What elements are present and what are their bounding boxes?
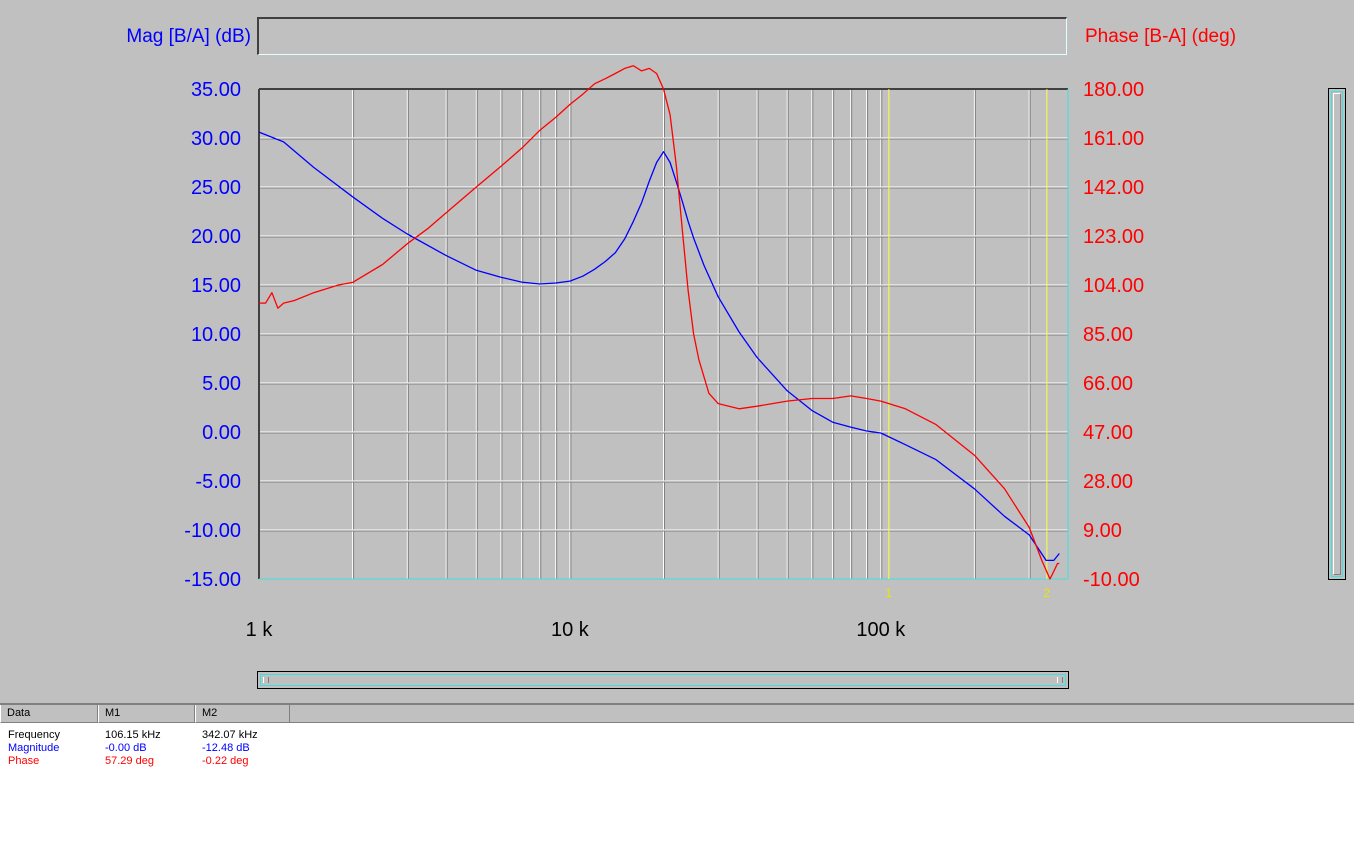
magnitude-m2: -12.48 dB xyxy=(202,742,250,754)
right-tick-label: 142.00 xyxy=(1083,177,1144,199)
left-tick-label: 0.00 xyxy=(202,422,241,444)
phase-m1: 57.29 deg xyxy=(105,755,154,767)
chart-title-box xyxy=(257,17,1067,55)
right-tick-label: 9.00 xyxy=(1083,520,1122,542)
right-tick-label: 161.00 xyxy=(1083,128,1144,150)
left-tick-label: -5.00 xyxy=(195,471,241,493)
left-tick-label: 10.00 xyxy=(191,324,241,346)
x-tick-label: 10 k xyxy=(551,619,590,641)
right-axis-title: Phase [B-A] (deg) xyxy=(1085,26,1236,47)
left-tick-label: -15.00 xyxy=(184,569,241,591)
frequency-m1: 106.15 kHz xyxy=(105,729,161,741)
bode-plot: Mag [B/A] (dB) Phase [B-A] (deg) 35.00 30.0… xyxy=(126,26,1236,641)
vertical-scrollbar[interactable] xyxy=(1328,88,1346,580)
right-tick-label: 47.00 xyxy=(1083,422,1133,444)
right-tick-label: -10.00 xyxy=(1083,569,1140,591)
column-header-m2[interactable]: M2 xyxy=(195,705,290,723)
series-phase-line xyxy=(259,65,1060,580)
horizontal-scroll-thumb[interactable] xyxy=(260,674,1066,686)
chart-area: Mag [B/A] (dB) Phase [B-A] (deg) 35.00 30.0… xyxy=(126,17,1346,689)
marker-data-panel: Data M1 M2 Frequency 106.15 kHz 342.07 k… xyxy=(0,703,1354,862)
right-tick-label: 104.00 xyxy=(1083,275,1144,297)
row-label-frequency: Frequency xyxy=(8,729,60,741)
marker-label: 1 xyxy=(886,586,893,600)
left-axis-title: Mag [B/A] (dB) xyxy=(126,26,251,47)
magnitude-m1: -0.00 dB xyxy=(105,742,147,754)
row-label-magnitude: Magnitude xyxy=(8,742,60,754)
scroll-grip-left[interactable] xyxy=(263,677,269,683)
series-magnitude-line xyxy=(258,131,1060,562)
scroll-grip-right[interactable] xyxy=(1057,677,1063,683)
horizontal-scrollbar[interactable] xyxy=(257,671,1069,689)
column-header-m1[interactable]: M1 xyxy=(98,705,195,723)
left-tick-label: 20.00 xyxy=(191,226,241,248)
left-tick-label: 5.00 xyxy=(202,373,241,395)
marker-label: 2 xyxy=(1044,586,1051,600)
right-tick-label: 66.00 xyxy=(1083,373,1133,395)
column-header-data[interactable]: Data xyxy=(0,705,98,723)
right-tick-label: 28.00 xyxy=(1083,471,1133,493)
left-tick-label: 30.00 xyxy=(191,128,241,150)
vertical-scroll-thumb[interactable] xyxy=(1331,91,1343,577)
right-tick-label: 123.00 xyxy=(1083,226,1144,248)
phase-m2: -0.22 deg xyxy=(202,755,249,767)
header-filler xyxy=(290,705,1354,723)
right-tick-label: 85.00 xyxy=(1083,324,1133,346)
left-tick-label: 35.00 xyxy=(191,79,241,101)
left-tick-label: -10.00 xyxy=(184,520,241,542)
row-label-phase: Phase xyxy=(8,755,40,767)
frequency-m2: 342.07 kHz xyxy=(202,729,258,741)
left-tick-label: 25.00 xyxy=(191,177,241,199)
x-tick-label: 100 k xyxy=(856,619,906,641)
left-tick-label: 15.00 xyxy=(191,275,241,297)
x-tick-label: 1 k xyxy=(246,619,274,641)
right-tick-label: 180.00 xyxy=(1083,79,1144,101)
